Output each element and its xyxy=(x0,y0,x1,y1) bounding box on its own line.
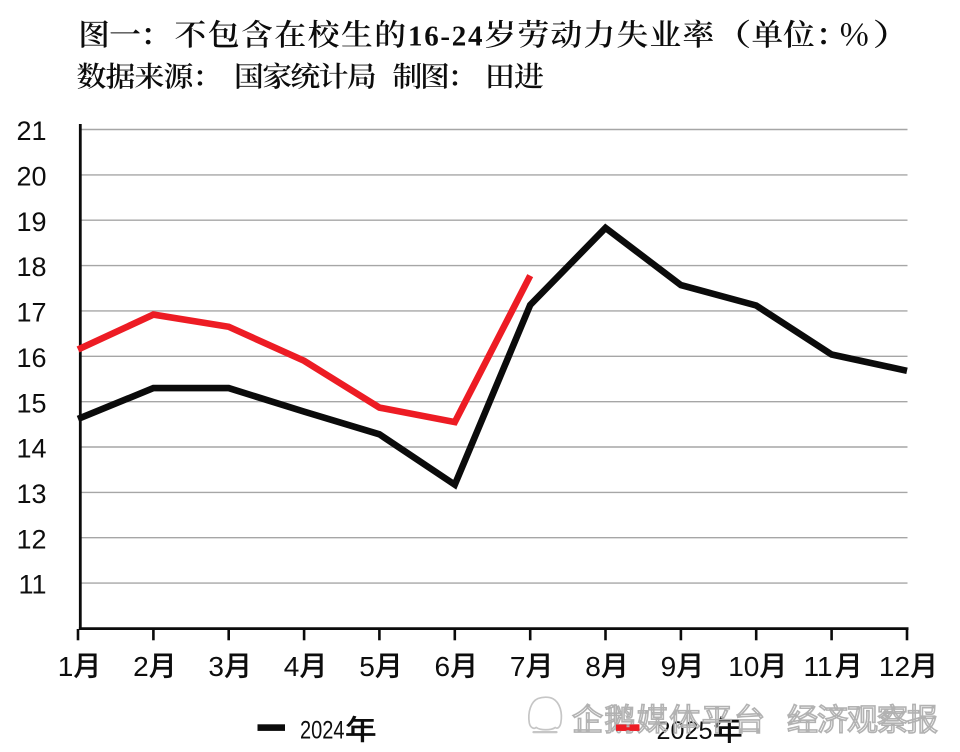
svg-text:15: 15 xyxy=(16,388,46,418)
svg-text:12: 12 xyxy=(879,651,910,682)
svg-text:17: 17 xyxy=(16,298,46,328)
svg-text:16-24: 16-24 xyxy=(408,20,484,52)
svg-text:18: 18 xyxy=(16,252,46,282)
svg-text:10: 10 xyxy=(728,651,759,682)
svg-text:8: 8 xyxy=(585,651,601,682)
svg-text:21: 21 xyxy=(16,116,46,146)
svg-text:16: 16 xyxy=(16,343,46,373)
svg-text:11: 11 xyxy=(18,570,46,600)
svg-text:5: 5 xyxy=(359,651,375,682)
svg-text:3: 3 xyxy=(208,651,224,682)
svg-text:2: 2 xyxy=(133,651,149,682)
svg-text:7: 7 xyxy=(510,651,526,682)
svg-text:1: 1 xyxy=(58,651,74,682)
svg-text:20: 20 xyxy=(16,162,46,192)
svg-text:14: 14 xyxy=(16,434,46,464)
svg-text:19: 19 xyxy=(16,207,46,237)
svg-text:11: 11 xyxy=(804,651,833,682)
svg-text:13: 13 xyxy=(16,479,46,509)
svg-text:6: 6 xyxy=(435,651,451,682)
svg-text:9: 9 xyxy=(661,651,677,682)
svg-text:2024: 2024 xyxy=(300,717,345,745)
svg-text:12: 12 xyxy=(16,524,46,554)
svg-text:4: 4 xyxy=(284,651,300,682)
